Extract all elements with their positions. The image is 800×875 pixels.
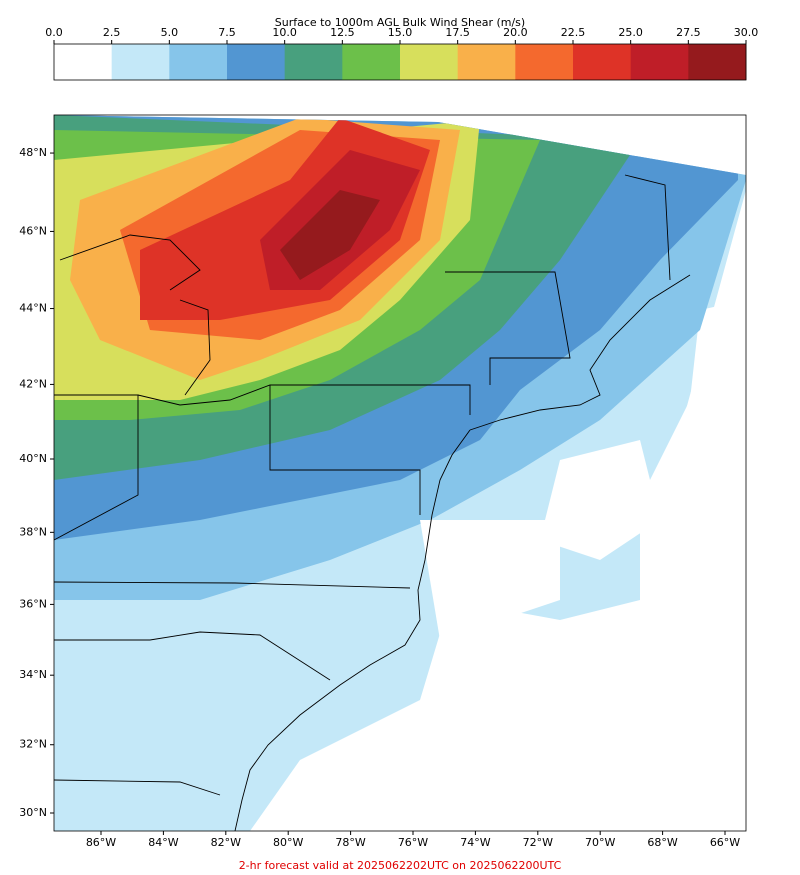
lon-label: 74°W: [460, 836, 490, 849]
lat-label: 40°N: [19, 452, 47, 465]
lon-label: 68°W: [647, 836, 677, 849]
boundaries: [54, 174, 691, 831]
lat-label: 44°N: [19, 302, 47, 315]
colorbar-tick-label: 30.0: [734, 26, 759, 39]
shear-contour: [280, 190, 380, 280]
lon-label: 86°W: [86, 836, 116, 849]
colorbar-tick-label: 27.5: [676, 26, 701, 39]
map-frame: [53, 114, 747, 832]
lat-label: 48°N: [19, 146, 47, 159]
color-swatch: [573, 44, 632, 80]
lon-label: 82°W: [211, 836, 241, 849]
lat-label: 42°N: [19, 377, 47, 390]
footer: 2-hr forecast valid at 2025062202UTC on …: [239, 859, 562, 872]
shear-contour: [420, 520, 560, 640]
lon-label: 72°W: [523, 836, 553, 849]
colorbar-tick-label: 17.5: [445, 26, 470, 39]
color-swatch: [630, 44, 689, 80]
color-swatch: [400, 44, 459, 80]
color-swatch: [227, 44, 286, 80]
shear-contour: [540, 440, 660, 560]
color-swatch: [688, 44, 747, 80]
lon-label: 84°W: [148, 836, 178, 849]
shear-field: [54, 115, 746, 831]
colorbar: 0.0 2.5 5.0 7.5 10.0 12.5 15.0 17.5 20.0 22.5 25.0…: [45, 26, 759, 81]
color-swatch: [169, 44, 228, 80]
colorbar-tick-label: 22.5: [561, 26, 586, 39]
colorbar-tick-label: 0.0: [45, 26, 63, 39]
lat-label: 38°N: [19, 525, 47, 538]
lat-label: 32°N: [19, 738, 47, 751]
colorbar-tick-label: 10.0: [272, 26, 297, 39]
color-swatch: [342, 44, 401, 80]
color-swatch: [284, 44, 343, 80]
map-axes: 48°N 46°N 44°N 42°N 40°N 38°N 36°N 34°N 32°N 30°N…: [19, 146, 740, 849]
color-swatch: [457, 44, 516, 80]
colorbar-tick-label: 20.0: [503, 26, 528, 39]
lon-label: 70°W: [585, 836, 615, 849]
lon-label: 76°W: [398, 836, 428, 849]
colorbar-tick-label: 5.0: [161, 26, 179, 39]
colorbar-tick-label: 7.5: [218, 26, 236, 39]
lat-label: 36°N: [19, 597, 47, 610]
colorbar-tick-label: 25.0: [618, 26, 643, 39]
colorbar-title: Surface to 1000m AGL Bulk Wind Shear (m/…: [275, 16, 525, 29]
colorbar-tick-label: 12.5: [330, 26, 355, 39]
color-swatch: [54, 44, 113, 80]
lat-label: 30°N: [19, 806, 47, 819]
colorbar-tick-label: 2.5: [103, 26, 121, 39]
lon-label: 80°W: [273, 836, 303, 849]
lon-label: 66°W: [710, 836, 740, 849]
colorbar-tick-label: 15.0: [388, 26, 413, 39]
lat-label: 34°N: [19, 668, 47, 681]
lon-label: 78°W: [335, 836, 365, 849]
color-swatch: [111, 44, 170, 80]
color-swatch: [515, 44, 574, 80]
lat-label: 46°N: [19, 224, 47, 237]
